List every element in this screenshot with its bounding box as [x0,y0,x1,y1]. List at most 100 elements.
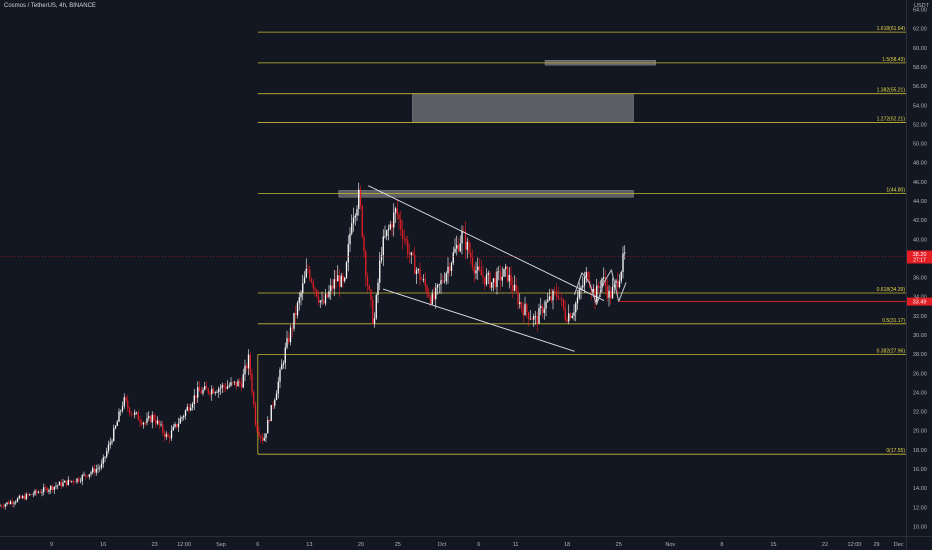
candle-body [459,243,461,252]
candle-body [468,241,470,253]
candle-body [578,289,580,298]
candle-body [356,209,358,216]
candle-body [484,277,486,285]
candle-body [205,386,208,389]
candle-body [197,387,199,398]
candle-body [449,266,451,271]
candle-body [324,294,327,304]
candle-body [317,296,320,303]
candle-body [547,299,549,302]
y-tick-label: 18.00 [913,448,927,454]
candle-body [519,302,521,305]
candle-body [298,297,300,303]
candle-body [265,433,267,438]
candle-body [204,386,206,390]
candle-body [46,487,48,492]
candle-body [6,502,8,505]
candle-body [83,474,85,476]
candle-body [564,308,566,320]
candle-body [415,270,418,275]
candle-body [377,282,379,296]
candle-body [48,489,50,492]
candle-body [254,404,257,425]
candle-body [104,456,106,458]
candle-body [116,421,118,427]
x-tick-label: 11 [513,542,519,548]
y-tick-label: 10.00 [913,524,927,530]
candle-body [34,490,36,495]
candle-body [594,288,596,302]
candle-body [78,478,80,482]
candle-body [387,228,390,231]
candle-body [520,302,523,309]
candle-body [452,252,454,264]
candle-body [72,480,75,483]
candle-body [622,253,624,272]
y-tick-label: 58.00 [913,65,927,71]
candle-body [428,294,430,298]
countdown-label: 27:17 [913,258,926,264]
candle-body [200,391,202,394]
candle-body [419,269,421,280]
candle-body [253,392,255,405]
candle-body [394,208,397,213]
candle-body [211,388,213,395]
candle-body [454,248,456,253]
candle-body [2,506,5,508]
candle-body [531,318,533,320]
candle-body [141,422,143,425]
candle-body [405,239,407,241]
candle-body [580,287,582,290]
x-tick-label: 29 [873,542,879,548]
y-tick-label: 42.00 [913,218,927,224]
candle-body [333,279,335,289]
candle-body [473,266,475,274]
candle-body [181,417,183,419]
candle-body [176,424,178,428]
candle-body [22,496,24,498]
candle-body [191,404,194,408]
chart-title: Cosmos / TetherUS, 4h, BINANCE [4,3,96,9]
candle-body [212,388,215,394]
candle-body [18,496,20,499]
y-tick-label: 52.00 [913,122,927,128]
x-tick-label: 12:00 [177,542,191,548]
candle-body [314,287,316,290]
candle-body [422,279,425,281]
candle-body [167,434,169,437]
candle-body [57,485,59,486]
candle-body [540,306,542,309]
candle-body [435,287,437,300]
candle-body [106,451,108,457]
candle-body [358,189,360,210]
candle-body [464,231,467,250]
candle-body [282,362,285,365]
candle-body [604,277,607,287]
candle-body [242,374,244,388]
y-tick-label: 30.00 [913,333,927,339]
fib-level-label: 0(17.55) [886,448,905,454]
candle-body [482,275,484,278]
candle-body [65,480,68,486]
fib-level-label: 1.618(61.64) [877,26,906,32]
candle-body [286,338,288,348]
candle-body [277,381,279,394]
candle-body [618,280,621,288]
candle-body [86,475,89,477]
candle-body [352,217,355,224]
candle-body [163,432,166,437]
candle-body [443,281,446,282]
candle-body [95,469,97,473]
candle-body [85,474,87,476]
candle-body [380,255,383,261]
candle-body [576,297,579,304]
y-tick-label: 20.00 [913,429,927,435]
candle-body [498,271,500,273]
candle-body [401,229,404,239]
candle-body [268,420,271,422]
y-tick-label: 60.00 [913,46,927,52]
candle-body [361,205,363,237]
candle-body [114,426,117,429]
x-tick-label: 8 [720,542,723,548]
